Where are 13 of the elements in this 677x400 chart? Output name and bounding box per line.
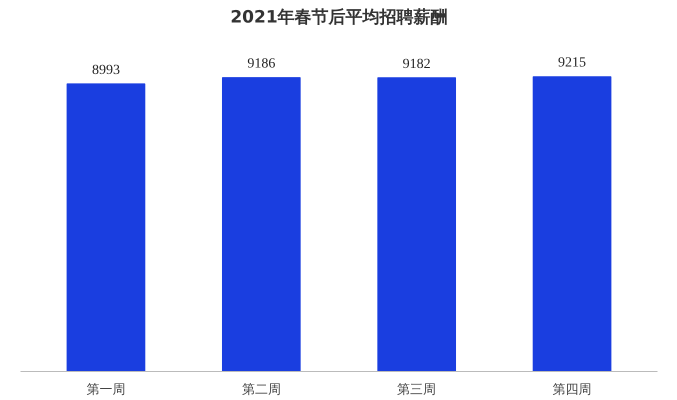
x-tick-label: 第四周	[552, 382, 592, 398]
bar	[66, 83, 146, 372]
bar	[377, 77, 456, 372]
chart-title: 2021年春节后平均招聘薪酬	[230, 8, 448, 28]
data-label: 9182	[402, 56, 431, 72]
bar	[222, 77, 301, 372]
data-label: 9215	[558, 56, 586, 71]
data-label: 9186	[247, 56, 276, 72]
x-tick-label: 第三周	[397, 382, 436, 398]
bar	[532, 76, 612, 372]
x-tick-label: 第一周	[86, 382, 126, 398]
x-tick-label: 第二周	[242, 382, 281, 398]
data-label: 8993	[92, 62, 120, 78]
